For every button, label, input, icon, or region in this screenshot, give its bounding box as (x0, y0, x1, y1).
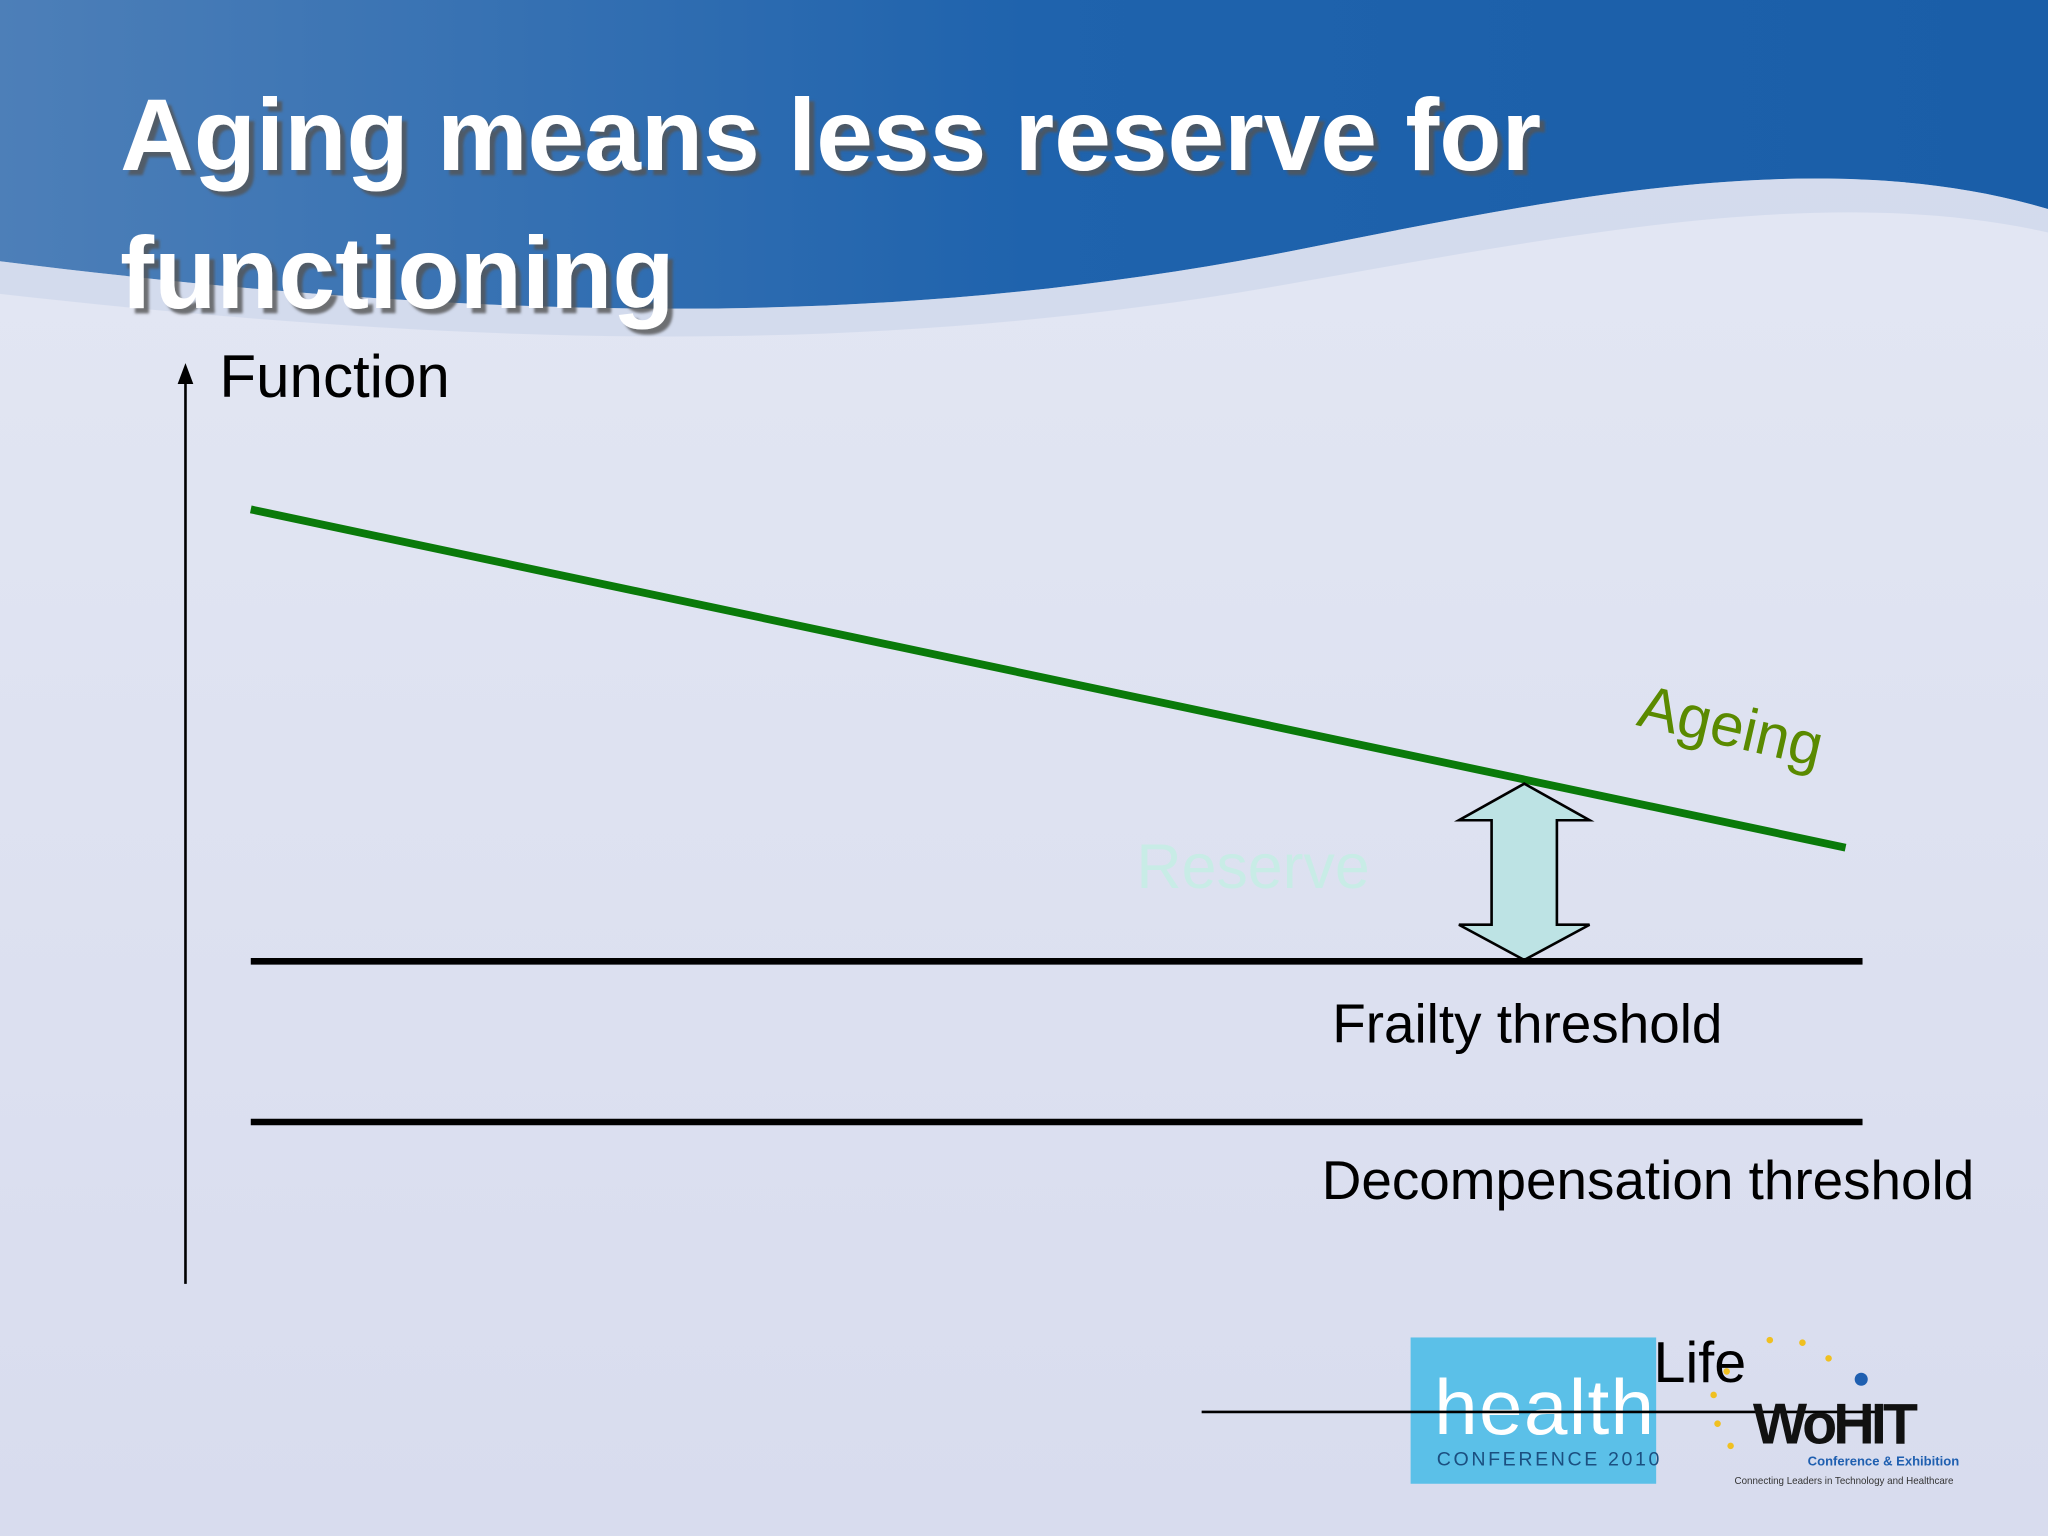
ageing-line (249, 505, 1847, 852)
logo-text: health (1434, 1363, 1655, 1451)
logo-text: Life (1654, 1331, 1747, 1395)
logo-stars (1710, 1336, 1832, 1450)
wave-highlight (0, 178, 2048, 337)
title-line: Aging means less reserve for (120, 78, 1541, 192)
threshold-label: Decompensation threshold (1322, 1149, 1974, 1211)
title-line: functioning (120, 216, 674, 330)
logo-subtext: CONFERENCE 2010 (1437, 1448, 1662, 1470)
logo-subtext: Conference & Exhibition (1808, 1453, 1960, 1468)
logo-tagline: Connecting Leaders in Technology and Hea… (1735, 1476, 1954, 1487)
axis-label: Function (219, 343, 449, 410)
threshold-label: Frailty threshold (1332, 992, 1722, 1054)
header-wave (0, 0, 2048, 309)
axis-arrowhead (177, 363, 194, 384)
logo-text: WoHIT (1753, 1392, 1918, 1456)
reserve-label: Reserve (1136, 832, 1369, 902)
logo-dot (1854, 1372, 1868, 1386)
